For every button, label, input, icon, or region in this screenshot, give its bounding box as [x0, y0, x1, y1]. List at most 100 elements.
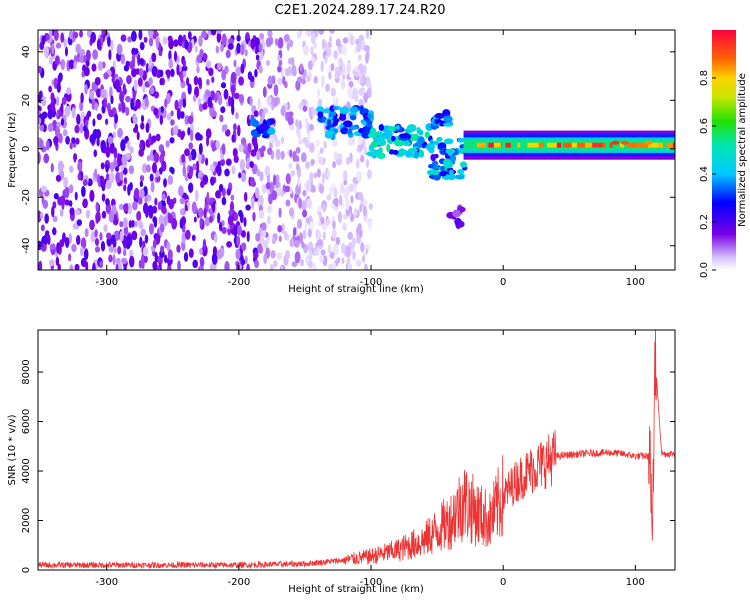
spectrogram-cell — [316, 88, 321, 98]
spectrogram-cell — [357, 135, 362, 146]
colorbar-label: Normalized spectral amplitude — [737, 73, 748, 227]
spectrogram-cell — [133, 79, 138, 92]
spectrogram-cell — [348, 136, 352, 146]
spectrogram-cell — [309, 142, 315, 154]
x-tick-label: -200 — [228, 277, 251, 288]
spectrogram-cell — [258, 42, 263, 53]
spectrogram-cell — [89, 90, 95, 100]
spectrogram-cell — [148, 56, 152, 68]
spectrogram-cell — [343, 120, 353, 128]
spectrogram-cell — [95, 88, 102, 98]
spectrogram-cell — [231, 86, 235, 98]
spectrogram-cell — [305, 180, 312, 192]
spectrogram-cell — [271, 237, 276, 245]
spectrogram-cell — [324, 130, 335, 135]
spectrogram-cell — [167, 175, 174, 186]
spectrogram-cell — [280, 136, 285, 145]
spectrogram-cell — [144, 196, 148, 204]
spectrogram-cell — [93, 149, 98, 158]
spectrogram-cell — [318, 117, 324, 122]
spectrogram-cell — [114, 78, 120, 89]
spectrogram-cell — [330, 63, 335, 72]
spectrogram-cell — [309, 172, 314, 183]
spectrogram-cell — [206, 191, 210, 204]
spectrogram-cell — [390, 135, 396, 142]
spectrogram-cell — [81, 185, 86, 198]
spectrogram-cell — [226, 241, 233, 248]
spectrogram-cell — [176, 64, 180, 76]
spectrogram-cell — [199, 48, 204, 58]
spectrogram-cell — [106, 232, 112, 240]
spectrogram-cell — [283, 230, 288, 241]
spectrogram-cell — [109, 141, 115, 154]
spectrogram-cell — [113, 246, 117, 254]
spectrogram-cell — [155, 37, 159, 50]
spectrogram-cell — [119, 221, 124, 228]
snr-series-line — [38, 330, 675, 570]
spectrogram-cell — [150, 181, 155, 193]
spectrogram-cell — [358, 63, 364, 71]
spectrogram-cell — [205, 128, 212, 139]
spectrogram-cell — [435, 118, 443, 124]
spectrogram-cell — [363, 92, 368, 104]
spectrogram-cell — [194, 86, 200, 98]
spectrogram-cell — [89, 219, 95, 231]
spectrogram-cell — [176, 244, 181, 253]
spectrogram-cell — [117, 245, 122, 255]
spectrogram-cell — [57, 160, 64, 173]
spectrogram-core — [547, 142, 558, 148]
spectrogram-cell — [129, 60, 135, 70]
spectrogram-cell — [235, 112, 239, 120]
spectrogram-cell — [321, 75, 325, 88]
spectrogram-cell — [258, 123, 269, 131]
spectrogram-cell — [181, 65, 188, 72]
spectrogram-cell — [163, 215, 168, 227]
spectrogram-cell — [215, 190, 221, 199]
spectrogram-cell — [215, 165, 220, 174]
spectrogram-cell — [221, 33, 227, 46]
spectrogram-cell — [457, 137, 465, 143]
spectrogram-cell — [240, 63, 245, 74]
spectrogram-cell — [266, 95, 272, 105]
spectrogram-cell — [94, 229, 98, 238]
spectrogram-core — [657, 142, 663, 148]
spectrogram-cell — [75, 137, 80, 145]
spectrogram-cell — [179, 208, 184, 216]
spectrogram-cell — [307, 132, 311, 142]
spectrogram-y-axis: -40 -20 0 20 40 — [21, 45, 675, 254]
spectrogram-cell — [226, 188, 231, 196]
spectrogram-cell — [310, 33, 316, 45]
colorbar-tick-label: 0.6 — [699, 118, 710, 134]
spectrogram-cell — [326, 48, 332, 58]
spectrogram-cell — [161, 160, 167, 172]
spectrogram-cell — [210, 30, 217, 36]
spectrogram-cell — [193, 75, 199, 86]
spectrogram-cell — [273, 97, 278, 108]
spectrogram-cell — [139, 180, 144, 188]
spectrogram-cell — [92, 49, 99, 60]
spectrogram-cell — [139, 57, 144, 66]
spectrogram-core — [672, 142, 675, 148]
spectrogram-cell — [277, 77, 283, 85]
spectrogram-cell — [145, 164, 151, 173]
spectrogram-cell — [136, 210, 142, 222]
spectrogram-cell — [220, 158, 226, 167]
colorbar-tick-label: 0.0 — [699, 262, 710, 278]
spectrogram-cell — [263, 107, 268, 115]
spectrogram-cell — [173, 39, 179, 47]
spectrogram-cell — [144, 234, 149, 244]
spectrogram-cell — [313, 172, 318, 179]
spectrogram-cell — [103, 224, 108, 233]
spectrogram-cell — [213, 233, 218, 244]
spectrogram-cell — [199, 247, 203, 255]
spectrogram-cell — [149, 173, 154, 182]
spectrogram-cell — [79, 54, 85, 64]
spectrogram-cell — [54, 55, 60, 66]
spectrogram-cell — [215, 45, 220, 54]
spectrogram-cell — [386, 130, 393, 137]
spectrogram-core — [476, 142, 486, 148]
spectrogram-cell — [64, 105, 71, 117]
spectrogram-cell — [352, 176, 358, 184]
spectrogram-cell — [332, 243, 339, 256]
